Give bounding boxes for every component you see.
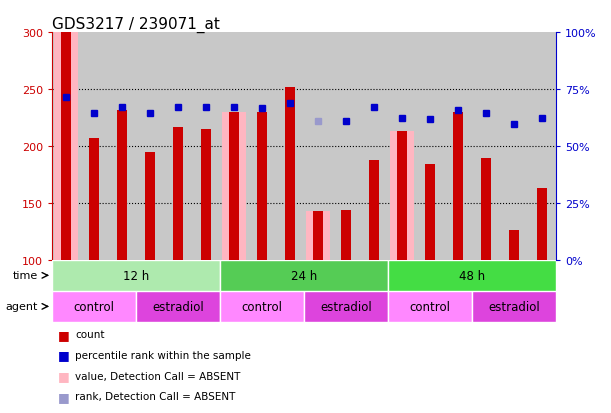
Text: control: control — [241, 300, 282, 313]
Bar — [388, 291, 472, 322]
Text: percentile rank within the sample: percentile rank within the sample — [75, 350, 251, 360]
Bar — [52, 291, 136, 322]
Bar — [145, 152, 155, 260]
Text: estradiol: estradiol — [488, 300, 540, 313]
Bar — [369, 160, 379, 260]
Bar — [201, 130, 211, 260]
Text: value, Detection Call = ABSENT: value, Detection Call = ABSENT — [75, 371, 241, 381]
Bar — [453, 113, 463, 260]
Bar — [220, 291, 304, 322]
Bar — [220, 260, 388, 291]
Bar — [173, 127, 183, 260]
Bar — [52, 260, 220, 291]
Text: ■: ■ — [58, 390, 70, 403]
Bar — [117, 110, 127, 260]
Bar — [537, 189, 547, 260]
Bar — [304, 291, 388, 322]
Bar — [89, 139, 99, 260]
Bar — [222, 113, 246, 260]
Bar — [285, 88, 295, 260]
Text: count: count — [75, 330, 104, 339]
Text: agent: agent — [5, 301, 38, 312]
Text: 24 h: 24 h — [291, 269, 317, 282]
Text: ■: ■ — [58, 328, 70, 341]
Text: 12 h: 12 h — [123, 269, 149, 282]
Bar — [54, 33, 78, 260]
Bar — [136, 291, 220, 322]
Bar — [481, 159, 491, 260]
Text: control: control — [409, 300, 450, 313]
Bar — [472, 291, 556, 322]
Bar — [390, 132, 414, 260]
Text: ■: ■ — [58, 369, 70, 382]
Text: GDS3217 / 239071_at: GDS3217 / 239071_at — [52, 17, 220, 33]
Text: rank, Detection Call = ABSENT: rank, Detection Call = ABSENT — [75, 392, 235, 401]
Bar — [397, 132, 407, 260]
Text: estradiol: estradiol — [152, 300, 204, 313]
Bar — [341, 210, 351, 260]
Text: 48 h: 48 h — [459, 269, 485, 282]
Text: control: control — [73, 300, 114, 313]
Text: time: time — [13, 271, 38, 281]
Bar — [388, 260, 556, 291]
Bar — [306, 211, 330, 260]
Bar — [509, 230, 519, 260]
Bar — [61, 33, 71, 260]
Bar — [313, 211, 323, 260]
Bar — [425, 165, 435, 260]
Bar — [257, 113, 267, 260]
Text: ■: ■ — [58, 349, 70, 362]
Text: estradiol: estradiol — [320, 300, 372, 313]
Bar — [229, 113, 239, 260]
